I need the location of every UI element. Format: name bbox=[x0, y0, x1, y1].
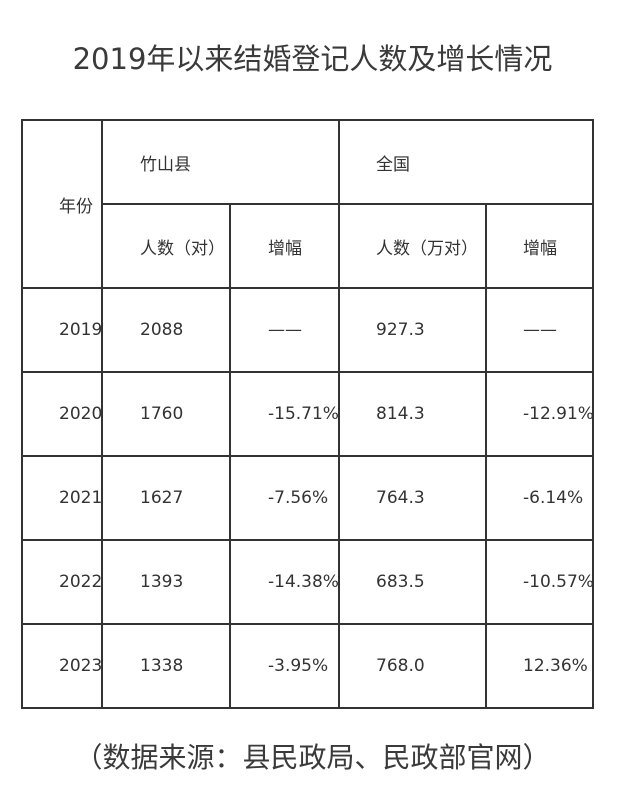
cell: 1338 bbox=[101, 623, 231, 709]
cell: 12.36% bbox=[485, 623, 594, 709]
cell: 927.3 bbox=[338, 287, 487, 373]
cell: -15.71% bbox=[229, 371, 340, 457]
cell: -7.56% bbox=[229, 455, 340, 541]
cell: -12.91% bbox=[485, 371, 594, 457]
cell: 2088 bbox=[101, 287, 231, 373]
cell: —— bbox=[485, 287, 594, 373]
cell: 2020 bbox=[21, 371, 103, 457]
header-cell: 增幅 bbox=[229, 203, 340, 289]
header-cell: 人数（对） bbox=[101, 203, 231, 289]
cell: 764.3 bbox=[338, 455, 487, 541]
header-cell: 年份 bbox=[21, 119, 103, 289]
table-body: 年份 竹山县 全国 人数（对） 增幅 人数（万对） 增幅 2019 2088 —— 9… bbox=[21, 119, 594, 709]
cell: 683.5 bbox=[338, 539, 487, 625]
cell: 2022 bbox=[21, 539, 103, 625]
cell: 2021 bbox=[21, 455, 103, 541]
header-row: 年份 竹山县 全国 bbox=[21, 119, 594, 289]
data-row: 2021 1627 -7.56% 764.3 -6.14% bbox=[21, 455, 594, 541]
header-cell: 增幅 bbox=[485, 203, 594, 289]
cell: —— bbox=[229, 287, 340, 373]
data-row: 2022 1393 -14.38% 683.5 -10.57% bbox=[21, 539, 594, 625]
title: 2019年以来结婚登记人数及增长情况 bbox=[72, 42, 553, 76]
cell: 2023 bbox=[21, 623, 103, 709]
cell: -3.95% bbox=[229, 623, 340, 709]
cell: 2019 bbox=[21, 287, 103, 373]
header-cell: 全国 bbox=[338, 119, 594, 205]
cell: 768.0 bbox=[338, 623, 487, 709]
data-row: 2023 1338 -3.95% 768.0 12.36% bbox=[21, 623, 594, 709]
data-row: 2019 2088 —— 927.3 —— bbox=[21, 287, 594, 373]
header-cell: 人数（万对） bbox=[338, 203, 487, 289]
cell: 1393 bbox=[101, 539, 231, 625]
data-table: 年份 竹山县 全国 人数（对） 增幅 人数（万对） 增幅 2019 2088 —— 9… bbox=[21, 119, 594, 709]
header-row: 人数（对） 增幅 人数（万对） 增幅 bbox=[22, 203, 594, 289]
cell: -14.38% bbox=[229, 539, 340, 625]
cell: -10.57% bbox=[485, 539, 594, 625]
cell: 1760 bbox=[101, 371, 231, 457]
cell: 814.3 bbox=[338, 371, 487, 457]
source-note: （数据来源：县民政局、民政部官网） bbox=[74, 741, 551, 774]
cell: 1627 bbox=[101, 455, 231, 541]
data-row: 2020 1760 -15.71% 814.3 -12.91% bbox=[21, 371, 594, 457]
cell: -6.14% bbox=[485, 455, 594, 541]
header-cell: 竹山县 bbox=[101, 119, 340, 205]
